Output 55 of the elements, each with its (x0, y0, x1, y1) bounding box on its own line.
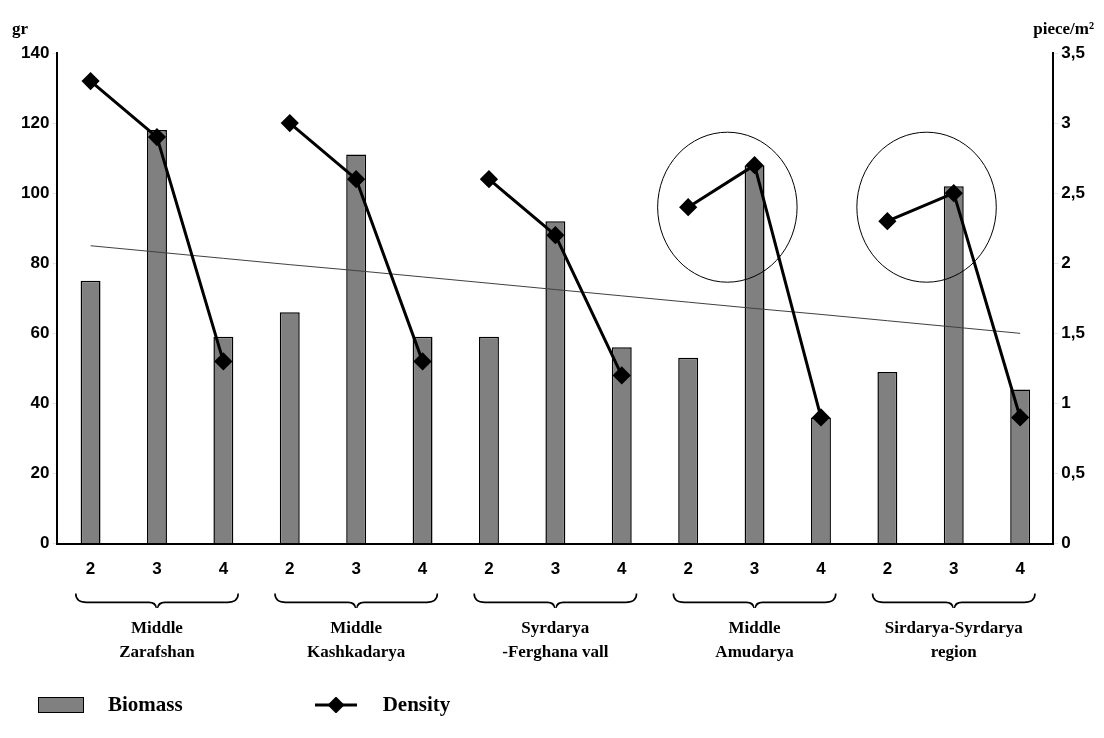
x-tick-label: 4 (417, 559, 428, 579)
text: Middle Kashkadarya (306, 617, 407, 663)
y2-tick-label: 2 (1061, 252, 1071, 272)
point (414, 352, 432, 370)
point (679, 198, 697, 216)
y-axis-title: gr (12, 18, 29, 38)
x-tick-label: 4 (1015, 559, 1026, 579)
y2-tick-label: 3,5 (1061, 42, 1086, 62)
x-tick-label: 3 (550, 559, 561, 579)
y-tick-label: 0 (39, 533, 50, 553)
point (812, 408, 830, 426)
y-tick-label: 120 (20, 112, 50, 132)
point (945, 184, 963, 202)
y2-axis-title: piece/m² (1033, 18, 1094, 38)
point (613, 366, 631, 384)
y2-tick-label: 1 (1061, 393, 1071, 413)
y2-tick-label: 0 (1061, 533, 1071, 553)
x-tick-label: 2 (683, 559, 693, 579)
legend-label: Density (382, 692, 451, 717)
text: Syrdarya -Ferghana vall (501, 617, 610, 663)
x-tick-label: 2 (484, 559, 494, 579)
x-tick-label: 2 (85, 559, 96, 579)
point (878, 212, 896, 230)
x-tick-label: 3 (949, 559, 959, 579)
x-tick-label: 2 (285, 559, 295, 579)
text: Middle Zarafshan (118, 617, 196, 663)
x-tick-label: 4 (617, 559, 628, 579)
point (546, 226, 564, 244)
point (347, 170, 365, 188)
x-tick-label: 2 (882, 559, 893, 579)
x-tick-label: 4 (816, 559, 827, 579)
y-tick-label: 60 (30, 323, 50, 343)
y-tick-label: 140 (20, 42, 50, 62)
point (746, 156, 764, 174)
text: Sirdarya-Syrdarya region (883, 617, 1024, 663)
y-tick-label: 80 (30, 252, 50, 272)
x-tick-label: 3 (351, 559, 361, 579)
point (148, 128, 166, 146)
x-tick-label: 3 (749, 559, 760, 579)
legend-label: Biomass (108, 692, 183, 717)
y-tick-label: 40 (30, 393, 50, 413)
y2-tick-label: 3 (1061, 112, 1071, 132)
point (82, 72, 100, 90)
point (480, 170, 498, 188)
x-tick-label: 4 (218, 559, 229, 579)
text: Middle Amudarya (714, 617, 795, 663)
point (214, 352, 232, 370)
y-tick-label: 20 (30, 463, 50, 483)
y2-tick-label: 2,5 (1061, 182, 1086, 202)
y2-tick-label: 1,5 (1061, 323, 1086, 343)
point (1011, 408, 1029, 426)
y2-tick-label: 0,5 (1061, 463, 1086, 483)
x-tick-label: 3 (152, 559, 162, 579)
y-tick-label: 100 (20, 182, 50, 202)
point (281, 114, 299, 132)
